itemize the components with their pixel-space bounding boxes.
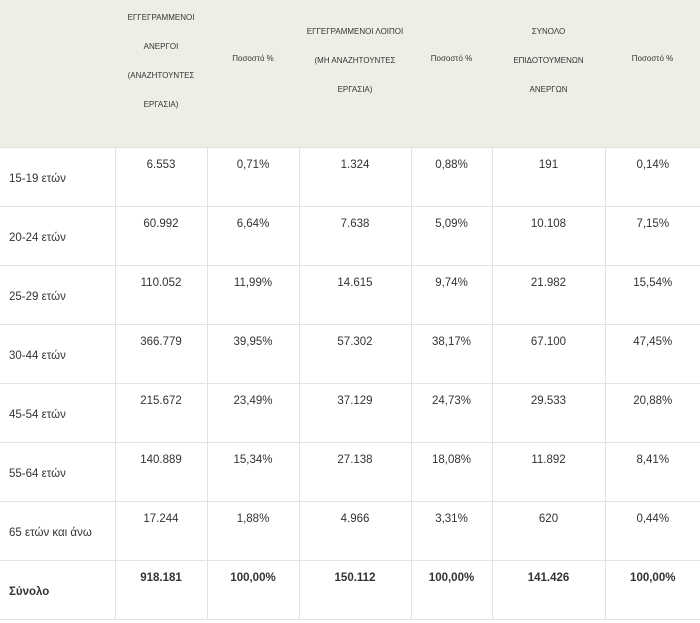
cell-percent-1: 15,34% (206, 441, 300, 502)
row-label: 25-29 ετών (0, 264, 116, 325)
header-percent-1: Ποσοστό % (207, 0, 299, 147)
cell-registered-seeking: 17.244 (114, 500, 208, 561)
total-percent-2: 100,00% (410, 559, 493, 620)
cell-percent-1: 1,88% (206, 500, 300, 561)
cell-percent-2: 0,88% (410, 146, 493, 207)
cell-percent-2: 5,09% (410, 205, 493, 266)
header-age-group (0, 0, 115, 147)
header-registered-seeking: ΕΓΓΕΓΡΑΜΜΕΝΟΙ ΑΝΕΡΓΟΙ (ΑΝΑΖΗΤΟΥΝΤΕΣ ΕΡΓΑ… (115, 0, 207, 147)
cell-percent-2: 3,31% (410, 500, 493, 561)
total-percent-3: 100,00% (604, 559, 700, 620)
cell-registered-seeking: 6.553 (114, 146, 208, 207)
cell-subsidized-total: 11.892 (491, 441, 606, 502)
table-row: 45-54 ετών 215.672 23,49% 37.129 24,73% … (0, 382, 700, 443)
cell-percent-1: 39,95% (206, 323, 300, 384)
cell-registered-seeking: 215.672 (114, 382, 208, 443)
cell-subsidized-total: 10.108 (491, 205, 606, 266)
total-label: Σύνολο (0, 559, 116, 620)
cell-percent-3: 20,88% (604, 382, 700, 443)
header-percent-3: Ποσοστό % (605, 0, 700, 147)
table-row: 30-44 ετών 366.779 39,95% 57.302 38,17% … (0, 323, 700, 384)
cell-registered-seeking: 366.779 (114, 323, 208, 384)
total-row: Σύνολο 918.181 100,00% 150.112 100,00% 1… (0, 559, 700, 620)
cell-registered-other: 27.138 (298, 441, 412, 502)
header-percent-2: Ποσοστό % (411, 0, 492, 147)
cell-registered-other: 1.324 (298, 146, 412, 207)
cell-percent-3: 7,15% (604, 205, 700, 266)
header-row: ΕΓΓΕΓΡΑΜΜΕΝΟΙ ΑΝΕΡΓΟΙ (ΑΝΑΖΗΤΟΥΝΤΕΣ ΕΡΓΑ… (0, 0, 700, 147)
cell-percent-3: 8,41% (604, 441, 700, 502)
cell-percent-3: 0,44% (604, 500, 700, 561)
cell-registered-seeking: 60.992 (114, 205, 208, 266)
cell-percent-1: 6,64% (206, 205, 300, 266)
row-label: 20-24 ετών (0, 205, 116, 266)
cell-percent-3: 0,14% (604, 146, 700, 207)
row-label: 15-19 ετών (0, 146, 116, 207)
row-label: 55-64 ετών (0, 441, 116, 502)
total-registered-other: 150.112 (298, 559, 412, 620)
cell-percent-2: 18,08% (410, 441, 493, 502)
total-subsidized-total: 141.426 (491, 559, 606, 620)
header-registered-other: ΕΓΓΕΓΡΑΜΜΕΝΟΙ ΛΟΙΠΟΙ (ΜΗ ΑΝΑΖΗΤΟΥΝΤΕΣ ΕΡ… (299, 0, 411, 147)
table-row: 15-19 ετών 6.553 0,71% 1.324 0,88% 191 0… (0, 146, 700, 207)
cell-percent-1: 23,49% (206, 382, 300, 443)
table-row: 65 ετών και άνω 17.244 1,88% 4.966 3,31%… (0, 500, 700, 561)
header-subsidized-total: ΣΥΝΟΛΟ ΕΠΙΔΟΤΟΥΜΕΝΩΝ ΑΝΕΡΓΩΝ (492, 0, 605, 147)
cell-registered-other: 57.302 (298, 323, 412, 384)
cell-registered-seeking: 110.052 (114, 264, 208, 325)
cell-registered-other: 4.966 (298, 500, 412, 561)
table-row: 55-64 ετών 140.889 15,34% 27.138 18,08% … (0, 441, 700, 502)
cell-subsidized-total: 21.982 (491, 264, 606, 325)
cell-percent-2: 9,74% (410, 264, 493, 325)
row-label: 45-54 ετών (0, 382, 116, 443)
cell-registered-seeking: 140.889 (114, 441, 208, 502)
cell-registered-other: 7.638 (298, 205, 412, 266)
row-label: 65 ετών και άνω (0, 500, 116, 561)
cell-percent-3: 47,45% (604, 323, 700, 384)
cell-subsidized-total: 620 (491, 500, 606, 561)
cell-percent-1: 11,99% (206, 264, 300, 325)
cell-percent-3: 15,54% (604, 264, 700, 325)
cell-percent-2: 38,17% (410, 323, 493, 384)
table-row: 25-29 ετών 110.052 11,99% 14.615 9,74% 2… (0, 264, 700, 325)
table-row: 20-24 ετών 60.992 6,64% 7.638 5,09% 10.1… (0, 205, 700, 266)
cell-percent-1: 0,71% (206, 146, 300, 207)
cell-subsidized-total: 29.533 (491, 382, 606, 443)
cell-registered-other: 14.615 (298, 264, 412, 325)
cell-registered-other: 37.129 (298, 382, 412, 443)
total-percent-1: 100,00% (206, 559, 300, 620)
row-label: 30-44 ετών (0, 323, 116, 384)
total-registered-seeking: 918.181 (114, 559, 208, 620)
cell-subsidized-total: 67.100 (491, 323, 606, 384)
cell-percent-2: 24,73% (410, 382, 493, 443)
cell-subsidized-total: 191 (491, 146, 606, 207)
